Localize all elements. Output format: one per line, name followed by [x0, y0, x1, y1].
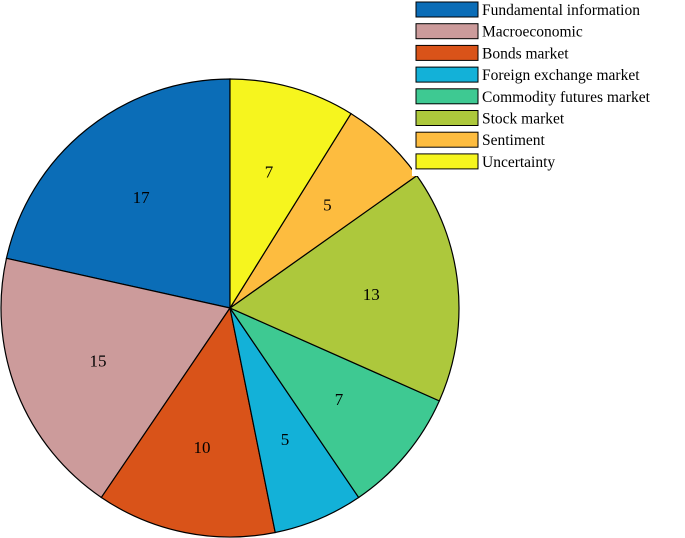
pie-slice-bonds-market	[100, 306, 276, 538]
legend-label: Uncertainty	[482, 154, 555, 171]
legend-swatch	[415, 131, 479, 148]
legend-label: Sentiment	[482, 132, 546, 149]
pie-slice-commodity-futures-market	[228, 306, 441, 499]
legend-swatch	[415, 66, 479, 83]
pie-slice-value-label: 17	[133, 188, 151, 207]
pie-slice-macroeconomic	[0, 257, 231, 499]
pie-slice-value-label: 5	[281, 430, 290, 449]
legend-label: Macroeconomic	[482, 24, 583, 41]
legend-swatch	[415, 23, 479, 40]
legend-label: Commodity futures market	[482, 89, 651, 106]
legend-label: Bonds market	[482, 45, 569, 62]
pie-slice-value-label: 5	[323, 196, 332, 215]
legend-swatch	[415, 110, 479, 126]
legend-label: Foreign exchange market	[482, 67, 640, 84]
pie-slice-labels: 17 15 10 5 7 13 5 7	[90, 162, 380, 457]
legend-swatch	[415, 88, 479, 105]
pie-slice-value-label: 15	[90, 351, 107, 370]
legend-swatch	[415, 44, 479, 61]
pie-slice-value-label: 7	[335, 390, 344, 409]
pie-slice-value-label: 13	[363, 285, 380, 304]
pie-slice-fundamental-information	[5, 78, 231, 309]
legend-label: Stock market	[482, 111, 565, 128]
pie-slice-value-label: 10	[193, 438, 210, 457]
legend: Fundamental information Macroeconomic Bond…	[412, 0, 685, 176]
pie-slices	[0, 78, 460, 538]
pie-slice-stock-market	[228, 174, 460, 402]
legend-swatch	[415, 1, 479, 18]
legend-label: Fundamental information	[482, 2, 640, 19]
pie-slice-uncertainty	[229, 78, 352, 311]
pie-slice-value-label: 7	[265, 162, 274, 181]
legend-swatch	[415, 153, 479, 170]
